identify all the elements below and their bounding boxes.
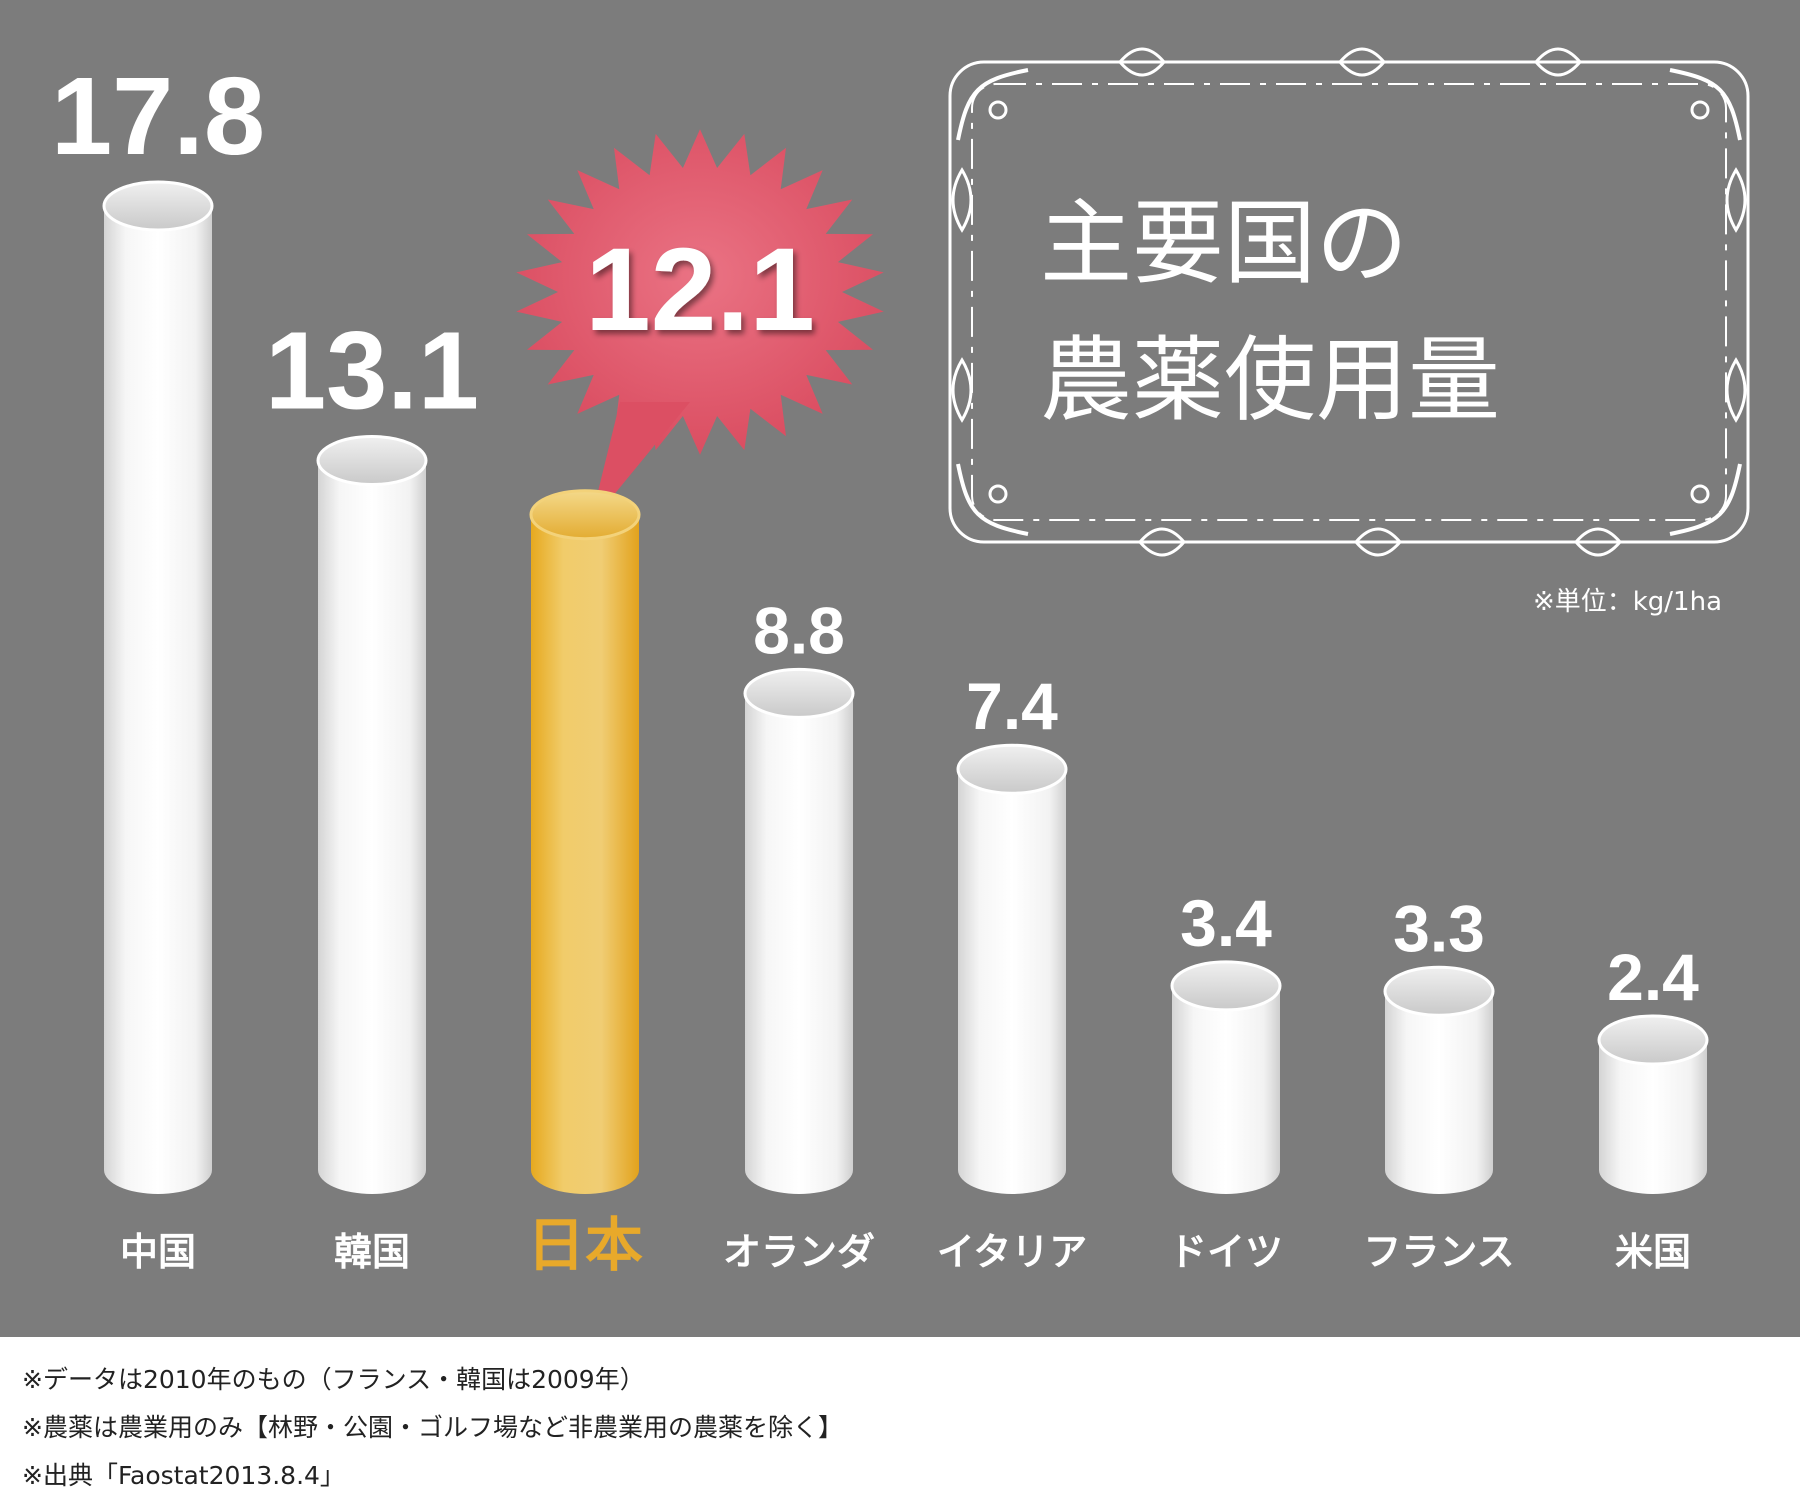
frame-corner-swirl-1 [956,68,1029,141]
footnote-scope: ※農薬は農業用のみ【林野・公園・ゴルフ場など非農業用の農薬を除く】 [22,1413,843,1442]
frame-side-leaf-2 [951,357,973,423]
footnote-source: ※出典「Faostat2013.8.4」 [22,1461,345,1490]
frame-corner-dot-3 [988,484,1008,504]
value-label-1: 17.8 [51,55,265,178]
bar-2 [316,435,428,1195]
frame-leaf-2 [1338,47,1386,77]
bar-7 [1383,965,1495,1194]
frame-corner-swirl-3 [956,463,1029,536]
frame-outer-border [948,60,1750,544]
category-label-4: オランダ [723,1230,875,1274]
bar-5 [956,743,1068,1194]
bar-3-body [531,514,639,1194]
labels-layer: 中国 17.8 韓国 13.1 日本 オランダ 8.8 イタリア 7.4 ドイツ 3.4 フランス 3.… [51,55,1722,1279]
bar-5-body [958,769,1066,1194]
bar-1-top [102,180,214,232]
bar-6-top [1170,960,1282,1012]
category-label-1: 中国 [120,1230,196,1274]
bar-3 [529,489,641,1194]
burst-badge-layer: 12.1 [516,129,884,524]
bars-layer [102,180,1709,1195]
frame-inner-border [971,83,1727,521]
category-label-5: イタリア [937,1230,1087,1274]
bar-4 [743,667,855,1194]
bar-1 [102,180,214,1194]
bar-7-body [1385,991,1493,1194]
unit-note: ※単位：kg/1ha [1533,587,1722,617]
frame-corner-dot-4 [1690,484,1710,504]
value-label-5: 7.4 [966,669,1058,743]
bar-6 [1170,960,1282,1194]
category-label-8: 米国 [1615,1230,1691,1274]
bar-2-top [316,435,428,487]
bar-2-body [318,460,426,1195]
frame-leaf-4 [1138,527,1186,557]
footnote-data-year: ※データは2010年のもの（フランス・韓国は2009年） [22,1365,645,1394]
frame-corner-swirl-2 [1669,68,1742,141]
chart-title-line-1: 主要国の [1040,190,1408,297]
bar-7-top [1383,965,1495,1017]
value-label-4: 8.8 [753,593,845,667]
frame-corner-dot-2 [1690,100,1710,120]
bar-4-top [743,667,855,719]
value-label-2: 13.1 [265,310,479,433]
value-label-6: 3.4 [1180,886,1272,960]
footnotes: ※データは2010年のもの（フランス・韓国は2009年） ※農薬は農業用のみ【林… [22,1356,1722,1500]
bar-3-top [529,489,641,541]
bar-8-top [1597,1014,1709,1066]
frame-leaf-5 [1354,527,1402,557]
bar-5-top [956,743,1068,795]
value-label-7: 3.3 [1393,891,1485,965]
category-label-7: フランス [1363,1230,1514,1274]
bar-1-body [104,206,212,1194]
bar-4-body [745,693,853,1194]
highlight-burst [516,129,884,455]
chart-title-line-2: 農薬使用量 [1040,327,1500,434]
bar-6-body [1172,985,1280,1194]
frame-leaf-3 [1534,47,1582,77]
value-label-3: 12.1 [585,224,815,356]
value-label-8: 2.4 [1607,940,1699,1014]
frame-side-leaf-3 [1725,167,1747,233]
category-label-6: ドイツ [1169,1230,1283,1274]
category-label-2: 韓国 [334,1230,410,1274]
category-label-3: 日本 [527,1211,643,1279]
frame-side-leaf-4 [1725,357,1747,423]
chart-area: 主要国の農薬使用量 12.1 中国 17.8 韓国 13.1 日本 オランダ 8.8 イタリア… [0,0,1800,1337]
frame-leaf-1 [1118,47,1166,77]
frame-corner-swirl-4 [1669,463,1742,536]
frame-leaf-6 [1574,527,1622,557]
frame-corner-dot-1 [988,100,1008,120]
bar-8 [1597,1014,1709,1194]
frame-side-leaf-1 [951,167,973,233]
bar-8-body [1599,1040,1707,1194]
